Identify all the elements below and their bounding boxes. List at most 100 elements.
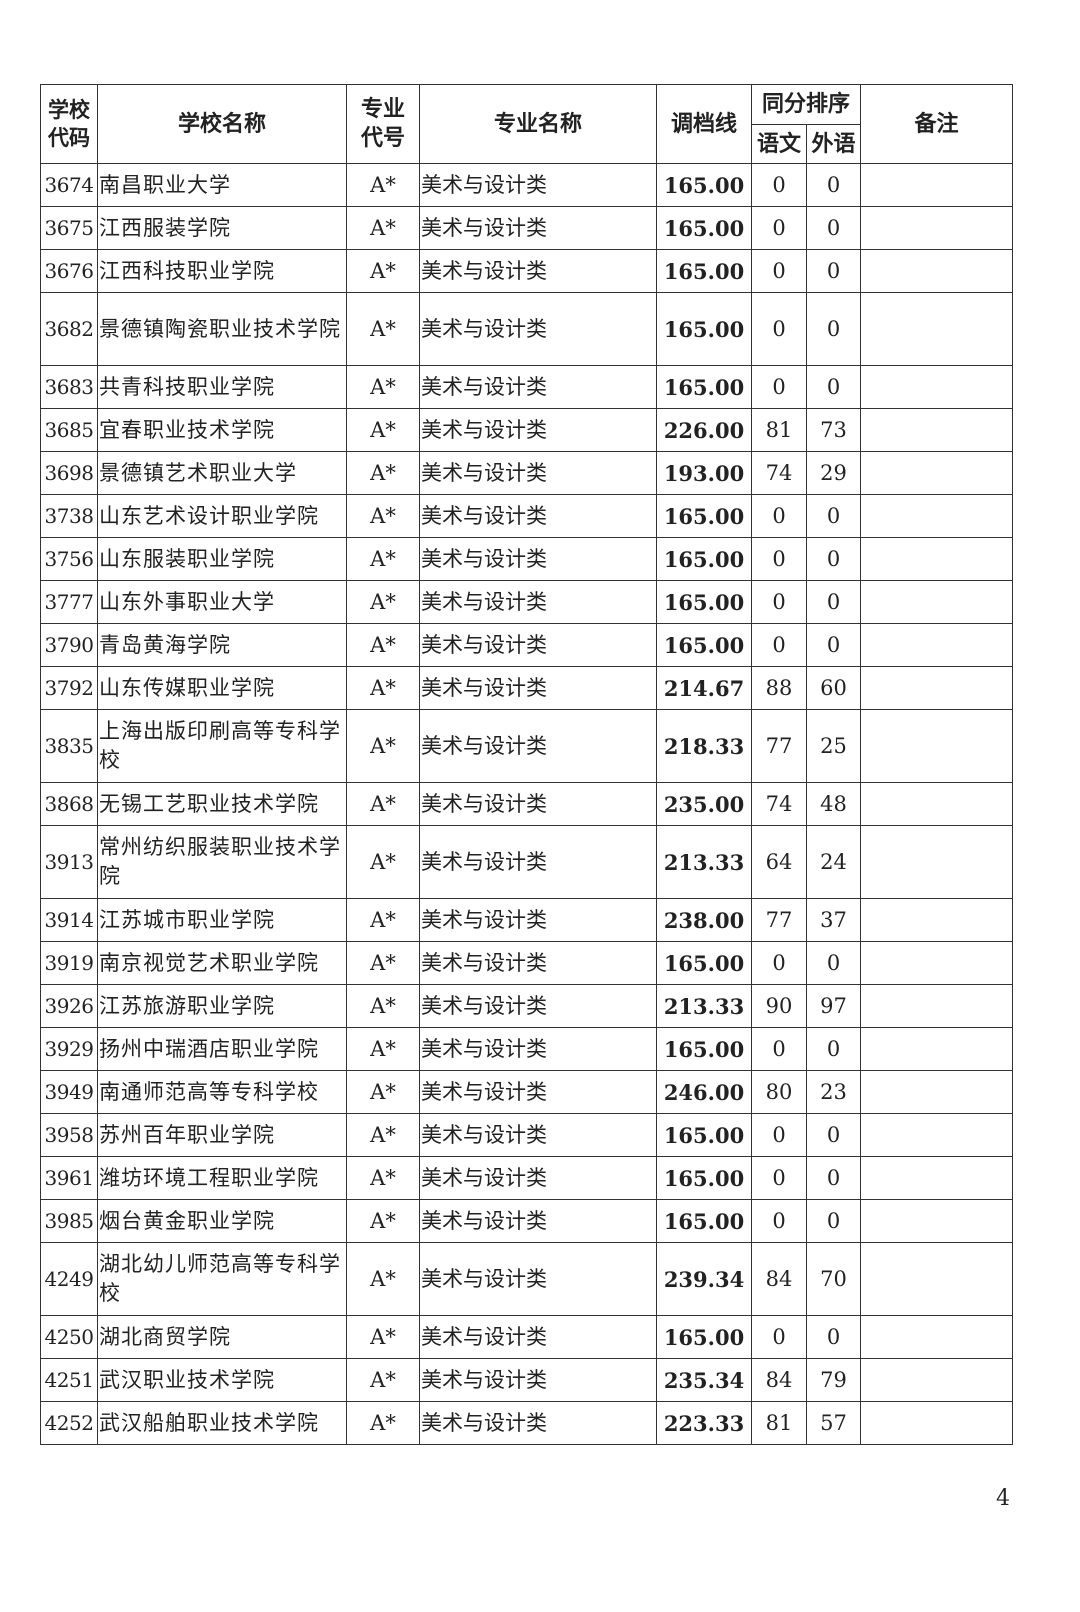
school-code-cell: 4251 [40,1358,98,1402]
table-row: 3985 烟台黄金职业学院 A* 美术与设计类 165.00 0 0 [40,1199,1014,1243]
major-name-cell: 美术与设计类 [419,163,657,207]
chinese-rank-cell: 84 [751,1242,807,1316]
school-code-cell: 3919 [40,941,98,985]
remarks-cell [860,1070,1014,1114]
header-major-name: 专业名称 [419,84,657,164]
major-name-cell: 美术与设计类 [419,537,657,581]
remarks-cell [860,494,1014,538]
major-code-cell: A* [346,1315,420,1359]
school-name-cell: 烟台黄金职业学院 [97,1199,347,1243]
major-code-cell: A* [346,537,420,581]
major-name-cell: 美术与设计类 [419,1027,657,1071]
major-name-cell: 美术与设计类 [419,941,657,985]
remarks-cell [860,1156,1014,1200]
chinese-rank-cell: 74 [751,782,807,826]
foreign-rank-cell: 0 [805,580,862,624]
school-code-cell: 3777 [40,580,98,624]
major-code-cell: A* [346,1070,420,1114]
foreign-rank-cell: 0 [805,623,862,667]
table-row: 4250 湖北商贸学院 A* 美术与设计类 165.00 0 0 [40,1315,1014,1359]
school-code-cell: 4249 [40,1242,98,1316]
table-row: 3961 潍坊环境工程职业学院 A* 美术与设计类 165.00 0 0 [40,1156,1014,1200]
major-name-cell: 美术与设计类 [419,1113,657,1157]
chinese-rank-cell: 80 [751,1070,807,1114]
school-code-cell: 3682 [40,292,98,366]
school-code-cell: 3676 [40,249,98,293]
table-row: 3792 山东传媒职业学院 A* 美术与设计类 214.67 88 60 [40,666,1014,710]
major-code-cell: A* [346,408,420,452]
table-row: 3682 景德镇陶瓷职业技术学院 A* 美术与设计类 165.00 0 0 [40,292,1014,366]
school-code-cell: 3756 [40,537,98,581]
major-code-cell: A* [346,1113,420,1157]
school-name-cell: 共青科技职业学院 [97,365,347,409]
cutoff-score-cell: 165.00 [656,292,752,366]
school-name-cell: 南通师范高等专科学校 [97,1070,347,1114]
school-code-cell: 3792 [40,666,98,710]
major-name-cell: 美术与设计类 [419,666,657,710]
chinese-rank-cell: 81 [751,1401,807,1445]
major-name-cell: 美术与设计类 [419,984,657,1028]
major-code-cell: A* [346,825,420,899]
school-name-cell: 武汉职业技术学院 [97,1358,347,1402]
school-name-cell: 景德镇艺术职业大学 [97,451,347,495]
cutoff-score-cell: 165.00 [656,623,752,667]
school-code-cell: 3685 [40,408,98,452]
school-name-cell: 山东服装职业学院 [97,537,347,581]
cutoff-score-cell: 235.34 [656,1358,752,1402]
school-code-cell: 3868 [40,782,98,826]
major-code-cell: A* [346,1199,420,1243]
table-row: 3949 南通师范高等专科学校 A* 美术与设计类 246.00 80 23 [40,1070,1014,1114]
remarks-cell [860,623,1014,667]
foreign-rank-cell: 0 [805,249,862,293]
table-row: 3685 宜春职业技术学院 A* 美术与设计类 226.00 81 73 [40,408,1014,452]
chinese-rank-cell: 0 [751,1199,807,1243]
header-foreign: 外语 [805,124,862,164]
foreign-rank-cell: 29 [805,451,862,495]
school-name-cell: 山东艺术设计职业学院 [97,494,347,538]
chinese-rank-cell: 77 [751,898,807,942]
remarks-cell [860,1242,1014,1316]
school-name-cell: 潍坊环境工程职业学院 [97,1156,347,1200]
foreign-rank-cell: 0 [805,292,862,366]
chinese-rank-cell: 0 [751,1315,807,1359]
school-code-cell: 4252 [40,1401,98,1445]
school-code-cell: 3929 [40,1027,98,1071]
major-name-cell: 美术与设计类 [419,1156,657,1200]
chinese-rank-cell: 90 [751,984,807,1028]
chinese-rank-cell: 0 [751,494,807,538]
foreign-rank-cell: 0 [805,1156,862,1200]
chinese-rank-cell: 0 [751,206,807,250]
cutoff-score-cell: 165.00 [656,580,752,624]
table-row: 3958 苏州百年职业学院 A* 美术与设计类 165.00 0 0 [40,1113,1014,1157]
remarks-cell [860,408,1014,452]
chinese-rank-cell: 0 [751,1113,807,1157]
school-name-cell: 南京视觉艺术职业学院 [97,941,347,985]
major-name-cell: 美术与设计类 [419,292,657,366]
remarks-cell [860,1401,1014,1445]
table-row: 4251 武汉职业技术学院 A* 美术与设计类 235.34 84 79 [40,1358,1014,1402]
major-code-cell: A* [346,709,420,783]
remarks-cell [860,1027,1014,1071]
cutoff-score-cell: 239.34 [656,1242,752,1316]
school-name-cell: 江西服装学院 [97,206,347,250]
cutoff-score-cell: 165.00 [656,249,752,293]
major-code-cell: A* [346,206,420,250]
chinese-rank-cell: 77 [751,709,807,783]
major-name-cell: 美术与设计类 [419,451,657,495]
school-name-cell: 江苏旅游职业学院 [97,984,347,1028]
school-code-cell: 3683 [40,365,98,409]
table-row: 3929 扬州中瑞酒店职业学院 A* 美术与设计类 165.00 0 0 [40,1027,1014,1071]
major-name-cell: 美术与设计类 [419,1315,657,1359]
school-name-cell: 景德镇陶瓷职业技术学院 [97,292,347,366]
chinese-rank-cell: 74 [751,451,807,495]
table-row: 3756 山东服装职业学院 A* 美术与设计类 165.00 0 0 [40,537,1014,581]
major-name-cell: 美术与设计类 [419,1199,657,1243]
cutoff-score-cell: 165.00 [656,1027,752,1071]
major-code-cell: A* [346,163,420,207]
major-name-cell: 美术与设计类 [419,249,657,293]
major-name-cell: 美术与设计类 [419,782,657,826]
chinese-rank-cell: 81 [751,408,807,452]
chinese-rank-cell: 0 [751,163,807,207]
school-name-cell: 武汉船舶职业技术学院 [97,1401,347,1445]
table-row: 3926 江苏旅游职业学院 A* 美术与设计类 213.33 90 97 [40,984,1014,1028]
